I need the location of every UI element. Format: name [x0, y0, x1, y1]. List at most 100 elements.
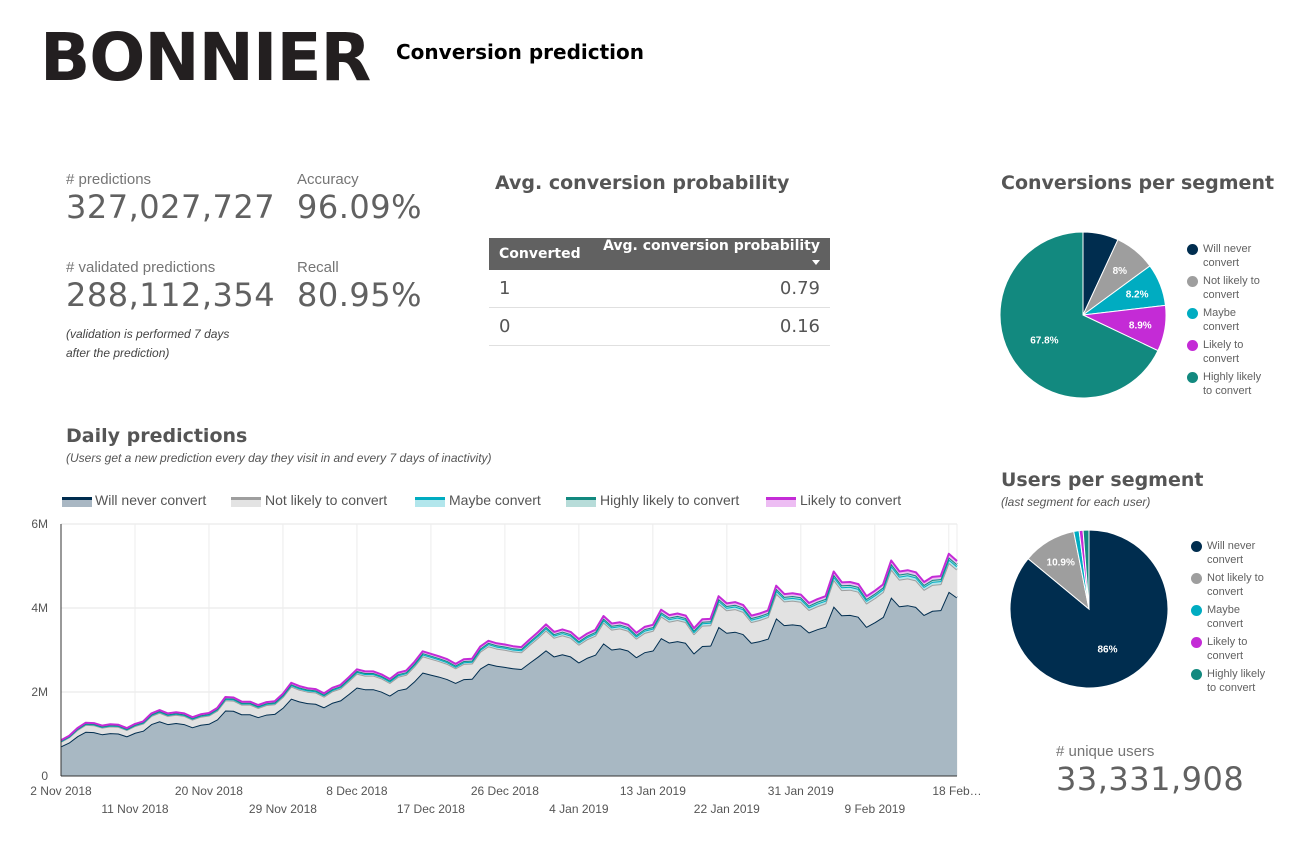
kpi-label: # validated predictions: [66, 259, 216, 276]
pie-slice-label: 8.2%: [1126, 290, 1149, 301]
y-tick-label: 4M: [31, 601, 48, 615]
conversions-per-segment-title: Conversions per segment: [1001, 172, 1275, 194]
kpi-label: Accuracy: [297, 171, 359, 188]
legend-label-will-never: Will never convert: [1207, 539, 1255, 567]
legend-label-will-never: Will never convert: [95, 492, 207, 508]
legend-label-maybe: Maybe convert: [1203, 306, 1239, 334]
legend-swatch-likely: [766, 497, 796, 507]
legend-label-not-likely: Not likely to convert: [1207, 571, 1264, 599]
legend-label-likely: Likely to convert: [1203, 338, 1243, 366]
area-maybe: [61, 559, 957, 742]
cell-converted: 1: [489, 270, 591, 308]
users-per-segment-title: Users per segment: [1001, 469, 1204, 491]
x-tick-label: 31 Jan 2019: [768, 784, 834, 798]
area-will-never: [61, 591, 957, 776]
kpi-value: 288,112,354: [66, 276, 276, 314]
kpi-value: 33,331,908: [1056, 760, 1245, 798]
y-tick-label: 2M: [31, 685, 48, 699]
legend-dot-likely: [1187, 340, 1198, 351]
pie-slice-label: 10.9%: [1047, 558, 1075, 569]
cell-probability: 0.16: [590, 307, 830, 346]
legend-dot-not-likely: [1187, 276, 1198, 287]
kpi-label: Recall: [297, 259, 339, 276]
legend-label-not-likely: Not likely to convert: [1203, 274, 1260, 302]
legend-swatch-maybe: [415, 497, 445, 507]
kpi-predictions: # predictions 327,027,727: [66, 171, 275, 226]
avg-table-title: Avg. conversion probability: [495, 172, 790, 194]
cell-probability: 0.79: [590, 270, 830, 308]
col-header-avg-probability[interactable]: Avg. conversion probability: [590, 238, 830, 270]
legend-swatch-will-never: [62, 497, 92, 507]
legend-dot-highly-likely: [1187, 372, 1198, 383]
conversions-per-segment-pie: 8% 8.2% 8.9% 67.8%: [1000, 232, 1167, 399]
x-tick-label: 20 Nov 2018: [175, 784, 243, 798]
pie-slice-highly-likely: [1000, 232, 1159, 399]
legend-label-line: Will never: [1207, 540, 1256, 552]
legend-dot-not-likely: [1191, 573, 1202, 584]
legend-label-line: convert: [1207, 586, 1244, 598]
legend-label-line: Not likely to: [1203, 275, 1260, 287]
area-likely: [61, 553, 957, 741]
col-header-label: Avg. conversion probability: [603, 238, 820, 254]
legend-dot-will-never: [1191, 541, 1202, 552]
legend-label-maybe: Maybe convert: [449, 492, 541, 508]
x-tick-label: 18 Feb…: [932, 784, 981, 798]
cell-converted: 0: [489, 307, 591, 346]
pie-slice-label: 86%: [1097, 644, 1117, 655]
daily-predictions-subtitle: (Users get a new prediction every day th…: [66, 451, 492, 465]
validation-note: (validation is performed 7 days after th…: [66, 325, 229, 363]
validation-note-line1: (validation is performed 7 days: [66, 327, 230, 341]
legend-swatch-highly-likely: [566, 497, 596, 507]
legend-dot-highly-likely: [1191, 669, 1202, 680]
legend-label-line: Likely to: [1203, 339, 1244, 351]
avg-probability-table: Converted Avg. conversion probability 1 …: [489, 238, 830, 346]
x-tick-label: 29 Nov 2018: [249, 802, 317, 816]
legend-label-maybe: Maybe convert: [1207, 603, 1243, 631]
x-tick-label: 8 Dec 2018: [326, 784, 388, 798]
legend-label-line: convert: [1207, 618, 1244, 630]
legend-label-line: Maybe: [1203, 307, 1237, 319]
kpi-value: 80.95%: [297, 276, 423, 314]
line-likely: [60, 552, 958, 742]
legend-swatch-not-likely: [231, 497, 261, 507]
kpi-value: 96.09%: [297, 188, 423, 226]
legend-label-likely: Likely to convert: [800, 492, 902, 508]
kpi-validated-predictions: # validated predictions 288,112,354: [66, 259, 275, 314]
legend-label-line: Maybe: [1207, 604, 1241, 616]
validation-note-line2: after the prediction): [66, 346, 170, 360]
y-tick-label: 0: [41, 769, 48, 783]
legend-label-likely: Likely to convert: [1207, 635, 1247, 663]
kpi-label: # predictions: [66, 171, 152, 188]
kpi-unique-users: # unique users 33,331,908: [1056, 743, 1244, 798]
sort-desc-icon[interactable]: [812, 259, 820, 265]
legend-label-line: Will never: [1203, 243, 1252, 255]
legend-label-line: convert: [1203, 257, 1240, 269]
legend-dot-likely: [1191, 637, 1202, 648]
x-tick-label: 17 Dec 2018: [397, 802, 465, 816]
kpi-label: # unique users: [1056, 743, 1155, 760]
users-per-segment-pie: 86% 10.9%: [1010, 530, 1169, 689]
x-tick-label: 4 Jan 2019: [549, 802, 609, 816]
legend-label-line: to convert: [1203, 385, 1252, 397]
legend-label-line: convert: [1203, 353, 1240, 365]
col-header-converted[interactable]: Converted: [489, 238, 591, 270]
area-not-likely: [61, 562, 957, 747]
area-chart-legend: Will never convert Not likely to convert…: [0, 490, 960, 514]
legend-label-line: convert: [1207, 650, 1244, 662]
legend-label-highly-likely: Highly likely to convert: [1207, 667, 1265, 695]
x-tick-label: 2 Nov 2018: [30, 784, 92, 798]
users-pie-legend: Will never convert Not likely to convert May…: [1190, 539, 1300, 699]
x-tick-label: 26 Dec 2018: [471, 784, 539, 798]
y-tick-label: 6M: [31, 517, 48, 531]
legend-label-line: Highly likely: [1203, 371, 1262, 383]
legend-dot-maybe: [1191, 605, 1202, 616]
legend-label-line: convert: [1203, 289, 1240, 301]
legend-label-line: Likely to: [1207, 636, 1248, 648]
legend-label-highly-likely: Highly likely to convert: [1203, 370, 1261, 398]
conversions-pie-legend: Will never convert Not likely to convert May…: [1186, 242, 1296, 402]
x-tick-label: 13 Jan 2019: [620, 784, 686, 798]
legend-label-line: to convert: [1207, 682, 1256, 694]
report-title: Conversion prediction: [396, 40, 644, 64]
x-tick-label: 11 Nov 2018: [101, 802, 168, 816]
legend-label-line: Not likely to: [1207, 572, 1264, 584]
